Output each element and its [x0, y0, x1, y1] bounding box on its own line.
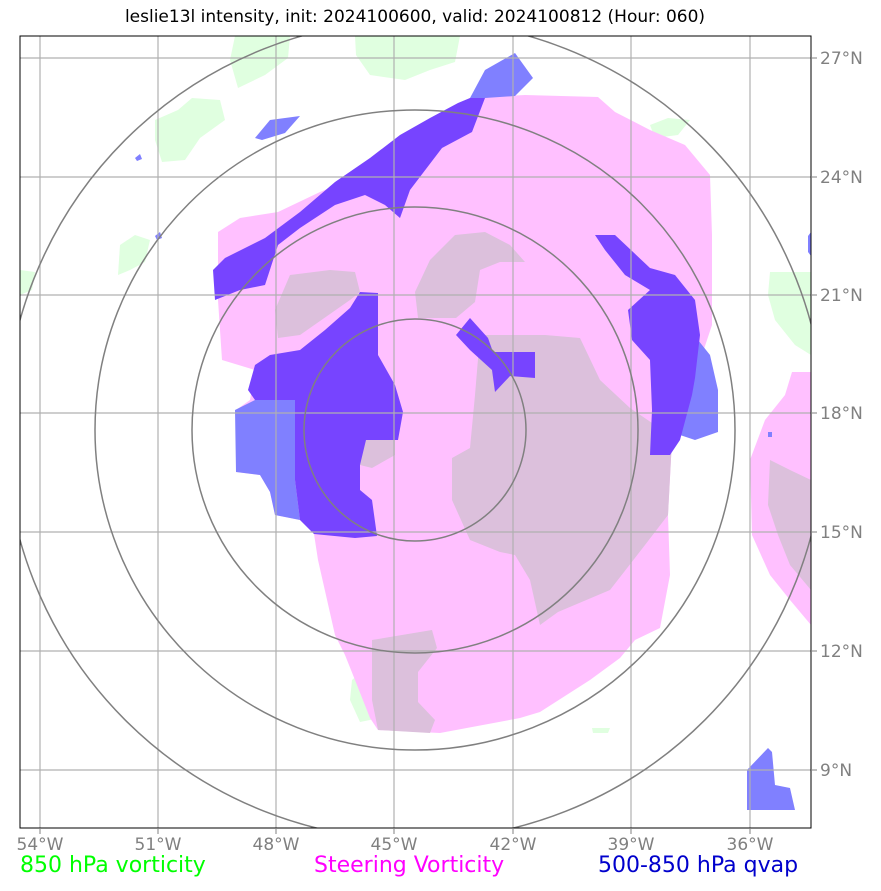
- overlap-layer: [275, 232, 811, 733]
- lat-label: 18°N: [820, 404, 863, 424]
- lat-label: 24°N: [820, 168, 863, 188]
- lon-label: 48°W: [253, 835, 300, 855]
- qvap-layer: [135, 53, 811, 810]
- lon-label: 54°W: [17, 835, 64, 855]
- longitude-labels: 54°W 51°W 48°W 45°W 42°W 39°W 36°W: [17, 835, 774, 855]
- lon-label: 39°W: [608, 835, 655, 855]
- latitude-labels: 27°N 24°N 21°N 18°N 15°N 12°N 9°N: [820, 49, 863, 781]
- lon-label: 45°W: [371, 835, 418, 855]
- qvap-steering-overlap-layer: [213, 98, 700, 538]
- lat-label: 12°N: [820, 642, 863, 662]
- range-ring-1: [303, 318, 527, 542]
- map-frame: [19, 35, 812, 829]
- range-ring-2: [191, 206, 639, 654]
- range-ring-3: [94, 109, 736, 751]
- legend-qvap: 500-850 hPa qvap: [598, 853, 799, 878]
- lat-label: 15°N: [820, 523, 863, 543]
- lon-label: 51°W: [135, 835, 182, 855]
- legend-steering-vorticity: Steering Vorticity: [314, 853, 505, 878]
- tick-marks: [39, 57, 817, 834]
- legend-vorticity-850: 850 hPa vorticity: [20, 853, 206, 878]
- lat-label: 9°N: [820, 761, 852, 781]
- lon-label: 42°W: [490, 835, 537, 855]
- graticule: [20, 36, 811, 828]
- map-title: leslie13l intensity, init: 2024100600, v…: [124, 7, 706, 27]
- range-rings: [20, 36, 811, 828]
- lat-label: 27°N: [820, 49, 863, 69]
- map-plot-area: [20, 36, 811, 810]
- lon-label: 36°W: [727, 835, 774, 855]
- lat-label: 21°N: [820, 286, 863, 306]
